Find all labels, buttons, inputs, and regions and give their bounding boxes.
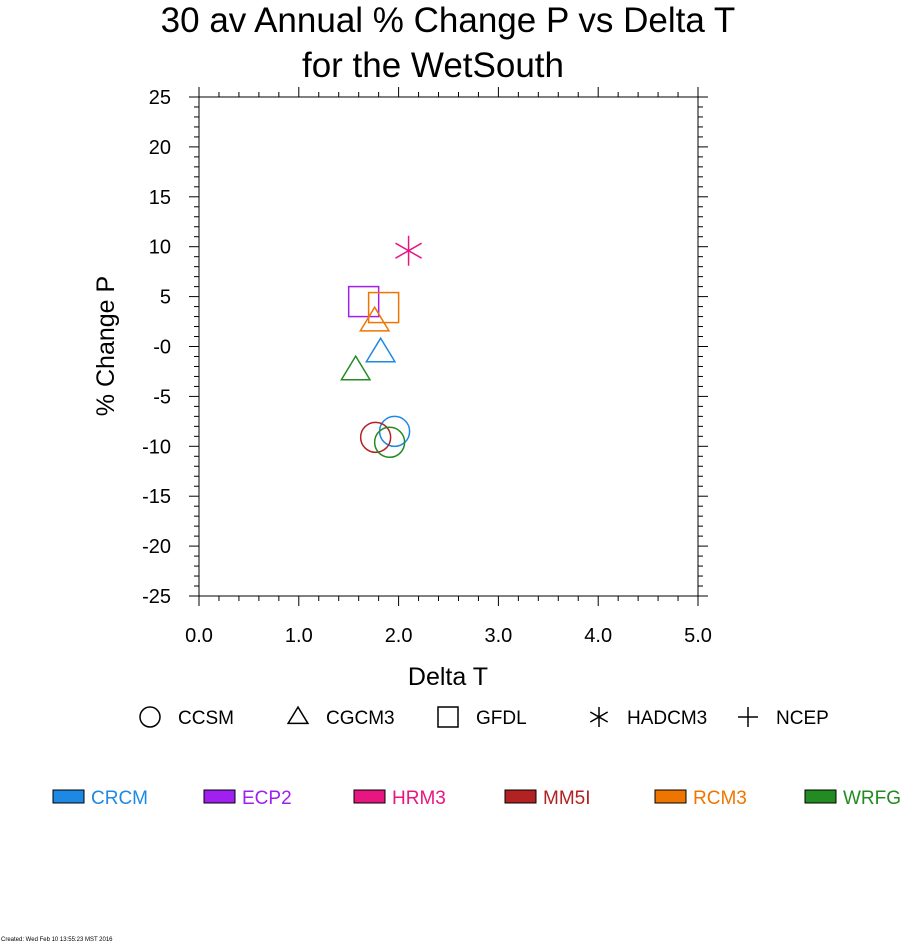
y-tick-label: 15	[149, 187, 171, 209]
legend-color-label: RCM3	[693, 788, 747, 809]
x-tick-label: 5.0	[684, 625, 712, 647]
x-tick-label: 0.0	[185, 625, 213, 647]
data-point	[340, 354, 372, 381]
chart-title-line2: for the WetSouth	[302, 46, 564, 85]
marker-legend: CCSM CGCM3 GFDL HADCM3 NCEP	[139, 705, 829, 729]
legend-marker-label: HADCM3	[627, 708, 707, 729]
legend-marker-ccsm-icon	[139, 706, 161, 728]
y-tick-label: -10	[142, 436, 171, 458]
y-tick-label: 20	[149, 137, 171, 159]
legend-marker-label: CCSM	[178, 708, 234, 729]
y-tick-label: -0	[153, 337, 171, 359]
legend-marker-label: GFDL	[476, 708, 527, 729]
data-point	[367, 291, 400, 324]
y-tick-label: -20	[142, 536, 171, 558]
legend-marker-label: NCEP	[776, 708, 829, 729]
color-legend: CRCM ECP2 HRM3 MM5I RCM3 WRFG	[52, 788, 901, 809]
legend-marker-gfdl-icon	[437, 706, 459, 728]
y-tick-label: -25	[142, 586, 171, 608]
x-axis-label: Delta T	[408, 663, 488, 691]
legend-swatch	[52, 789, 85, 804]
axis-ticks	[189, 87, 708, 606]
x-tick-label: 4.0	[584, 625, 612, 647]
legend-swatch	[504, 789, 537, 804]
data-point	[395, 235, 423, 266]
x-tick-labels: 0.0 1.0 2.0 3.0 4.0 5.0	[185, 625, 712, 647]
legend-marker-label: CGCM3	[326, 708, 395, 729]
legend-color-label: CRCM	[91, 788, 148, 809]
x-tick-label: 3.0	[484, 625, 512, 647]
x-tick-label: 1.0	[285, 625, 313, 647]
legend-swatch	[353, 789, 386, 804]
legend-swatch	[203, 789, 236, 804]
y-tick-label: -15	[142, 486, 171, 508]
y-axis-label: % Change P	[92, 276, 120, 416]
data-point	[373, 426, 406, 459]
data-point	[359, 421, 392, 454]
legend-swatch	[804, 789, 837, 804]
y-tick-label: 10	[149, 237, 171, 259]
legend-marker-hadcm3-icon	[589, 707, 609, 727]
y-tick-label: 5	[160, 287, 171, 309]
chart-title-line1: 30 av Annual % Change P vs Delta T	[161, 1, 736, 40]
plot-frame	[198, 96, 699, 597]
data-point	[347, 285, 380, 318]
y-tick-label: -5	[153, 386, 171, 408]
legend-marker-ncep-icon	[738, 707, 758, 727]
legend-color-label: MM5I	[543, 788, 591, 809]
data-points	[340, 235, 423, 459]
data-point	[359, 305, 391, 332]
x-tick-label: 2.0	[385, 625, 413, 647]
legend-color-label: HRM3	[392, 788, 446, 809]
legend-marker-cgcm3-icon	[286, 705, 310, 725]
legend-color-label: WRFG	[843, 788, 901, 809]
created-timestamp: Created: Wed Feb 10 13:55:23 MST 2016	[1, 937, 113, 943]
y-tick-label: 25	[149, 87, 171, 109]
legend-color-label: ECP2	[242, 788, 292, 809]
data-point	[365, 336, 397, 363]
y-tick-labels: 25 20 15 10 5 -0 -5 -10 -15 -20 -25	[142, 87, 171, 608]
legend-swatch	[654, 789, 687, 804]
